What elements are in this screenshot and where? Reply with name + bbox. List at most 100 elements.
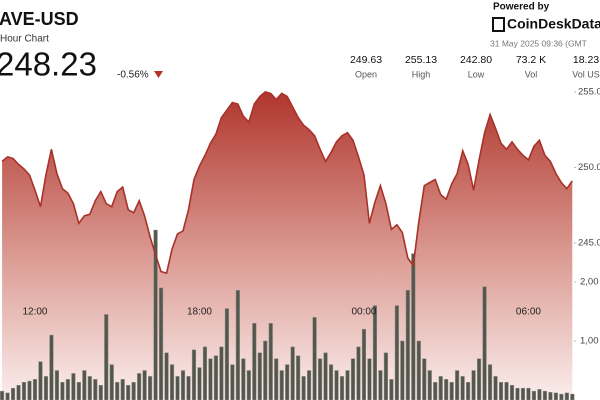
price: 248.23 <box>0 46 97 83</box>
volume-bar <box>208 358 213 400</box>
volume-bar <box>126 385 131 400</box>
volume-bar <box>570 393 575 400</box>
volume-bar <box>367 358 372 400</box>
volume-bar <box>49 334 54 400</box>
volume-bar <box>71 373 76 400</box>
volume-bar <box>515 387 520 400</box>
volume-bar <box>553 392 558 400</box>
volume-bar <box>548 392 553 400</box>
logo-icon <box>492 17 505 32</box>
volume-bar <box>537 389 542 400</box>
volume-bar <box>411 253 416 400</box>
volume-bar <box>27 380 32 400</box>
volume-bar <box>427 370 432 400</box>
volume-bar <box>131 382 136 400</box>
volume-bar <box>526 387 531 400</box>
volume-bar <box>32 379 38 400</box>
volume-bar <box>542 390 547 400</box>
volume-bar <box>318 358 323 400</box>
volume-bar <box>274 358 279 400</box>
volume-bar <box>279 370 284 400</box>
volume-bar <box>257 352 262 400</box>
stat-label: Open <box>355 69 377 79</box>
volume-bar <box>296 355 301 400</box>
volume-bar <box>290 346 295 400</box>
volume-bar <box>246 370 251 400</box>
stat-value: 18.23 <box>573 54 599 66</box>
volume-bar <box>175 376 180 400</box>
volume-bar <box>307 370 312 400</box>
volume-bar <box>559 393 564 400</box>
volume-bar <box>202 346 208 400</box>
volume-bar <box>213 355 218 400</box>
volume-bar <box>230 364 235 400</box>
price-area <box>2 91 573 400</box>
volume-bar <box>235 290 240 400</box>
volume-bar <box>153 229 158 400</box>
stat-label: Low <box>468 69 485 79</box>
volume-bar <box>301 376 306 400</box>
y-tick-label: 250.0 <box>578 162 600 173</box>
volume-bar <box>466 382 471 400</box>
volume-bar <box>120 379 125 400</box>
volume-bar <box>394 305 399 400</box>
volume-bar <box>350 358 356 400</box>
volume-bar <box>433 382 438 400</box>
symbol: AVE-USD <box>0 9 79 29</box>
volume-bar <box>455 370 460 400</box>
stat-label: Vol US <box>572 69 600 79</box>
volume-bar <box>76 382 81 400</box>
volume-bar <box>197 367 202 400</box>
x-tick-label: 06:00 <box>516 307 541 318</box>
volume-bar <box>0 390 5 400</box>
volume-bar <box>170 364 175 400</box>
volume-bar <box>564 392 569 400</box>
volume-bar <box>378 370 383 400</box>
volume-bar <box>416 340 421 400</box>
y2-tick-label: 1,00 <box>580 336 599 347</box>
volume-bar <box>148 376 153 400</box>
volume-bar <box>252 323 257 400</box>
volume-bar <box>361 328 367 400</box>
volume-bar <box>241 358 246 400</box>
volume-bar <box>504 382 509 400</box>
powered-by: Powered by <box>493 2 550 13</box>
volume-bar <box>142 370 147 400</box>
volume-bar <box>159 287 164 400</box>
x-tick-label: 00:00 <box>351 307 376 318</box>
volume-bar <box>5 392 10 400</box>
volume-bar <box>263 340 268 400</box>
volume-bar <box>43 376 48 400</box>
volume-bar <box>520 387 526 400</box>
volume-bar <box>438 376 443 400</box>
volume-bar <box>21 382 27 400</box>
volume-bar <box>180 370 186 400</box>
volume-bar <box>38 361 43 400</box>
volume-bar <box>422 358 427 400</box>
volume-bar <box>509 385 515 400</box>
volume-bar <box>460 376 465 400</box>
volume-bar <box>323 352 328 400</box>
volume-bar <box>268 323 273 400</box>
stat-value: 255.13 <box>405 54 437 66</box>
volume-bar <box>98 385 103 400</box>
volume-bar <box>405 290 410 400</box>
down-arrow <box>154 71 163 78</box>
volume-bar <box>477 358 482 400</box>
volume-bar <box>219 346 224 400</box>
volume-bar <box>65 379 70 400</box>
volume-bar <box>16 385 21 400</box>
x-tick-label: 12:00 <box>22 307 47 318</box>
y-tick-label: 245.0 <box>578 237 600 248</box>
volume-bar <box>164 352 169 400</box>
volume-bar <box>329 364 334 400</box>
volume-bar <box>339 376 345 400</box>
stat-value: 249.63 <box>350 54 382 66</box>
volume-bar <box>389 379 394 400</box>
volume-bar <box>87 376 92 400</box>
y2-tick-label: 2,00 <box>580 277 599 288</box>
volume-bar <box>400 340 405 400</box>
date: 31 May 2025 09:36 (GMT <box>490 38 587 48</box>
volume-bar <box>285 364 290 400</box>
